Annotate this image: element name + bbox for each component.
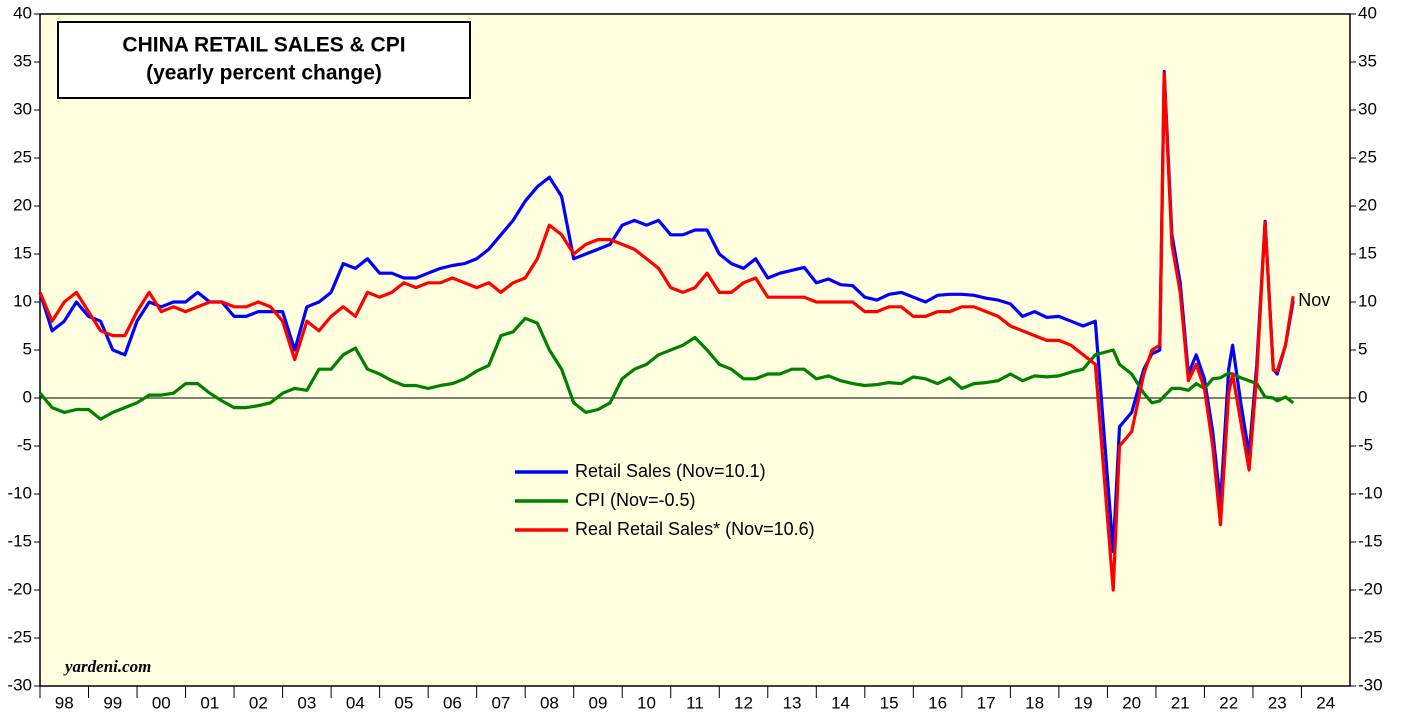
y-tick-label: -15 — [7, 531, 32, 550]
x-tick-label: 24 — [1316, 693, 1335, 712]
y2-tick-label: -5 — [1358, 435, 1373, 454]
y2-tick-label: 40 — [1358, 3, 1377, 22]
y2-tick-label: 20 — [1358, 195, 1377, 214]
x-tick-label: 17 — [977, 693, 996, 712]
x-tick-label: 02 — [249, 693, 268, 712]
y2-tick-label: 10 — [1358, 291, 1377, 310]
x-tick-label: 16 — [928, 693, 947, 712]
y2-tick-label: -10 — [1358, 483, 1383, 502]
y-tick-label: -30 — [7, 675, 32, 694]
x-tick-label: 07 — [491, 693, 510, 712]
y2-tick-label: 35 — [1358, 51, 1377, 70]
chart-subtitle: (yearly percent change) — [146, 62, 382, 85]
y2-tick-label: 30 — [1358, 99, 1377, 118]
x-tick-label: 19 — [1074, 693, 1093, 712]
y-tick-label: 15 — [13, 243, 32, 262]
y-tick-label: -5 — [17, 435, 32, 454]
x-tick-label: 23 — [1268, 693, 1287, 712]
series-line — [38, 71, 1295, 592]
y2-tick-label: 25 — [1358, 147, 1377, 166]
y2-tick-label: 5 — [1358, 339, 1367, 358]
y2-tick-label: -15 — [1358, 531, 1383, 550]
x-tick-label: 98 — [55, 693, 74, 712]
x-tick-label: 14 — [831, 693, 850, 712]
y2-tick-label: 15 — [1358, 243, 1377, 262]
legend-label: Real Retail Sales* (Nov=10.6) — [575, 519, 815, 539]
series-line — [38, 70, 1295, 554]
y-tick-label: -25 — [7, 627, 32, 646]
y2-tick-label: -30 — [1358, 675, 1383, 694]
x-tick-label: 21 — [1171, 693, 1190, 712]
y-tick-label: 25 — [13, 147, 32, 166]
y2-tick-label: -20 — [1358, 579, 1383, 598]
y2-tick-label: -25 — [1358, 627, 1383, 646]
x-tick-label: 00 — [152, 693, 171, 712]
y-tick-label: 40 — [13, 3, 32, 22]
plot-area — [39, 13, 1351, 687]
x-tick-label: 11 — [686, 693, 704, 712]
x-tick-label: 03 — [297, 693, 316, 712]
x-tick-label: 05 — [394, 693, 413, 712]
legend-label: Retail Sales (Nov=10.1) — [575, 461, 766, 481]
x-tick-label: 20 — [1122, 693, 1141, 712]
x-tick-label: 08 — [540, 693, 559, 712]
x-tick-label: 18 — [1025, 693, 1044, 712]
x-tick-label: 12 — [734, 693, 753, 712]
x-tick-label: 09 — [589, 693, 608, 712]
x-tick-label: 15 — [880, 693, 899, 712]
x-tick-label: 22 — [1219, 693, 1238, 712]
marks — [38, 70, 1350, 592]
x-tick-label: 13 — [783, 693, 802, 712]
legend-label: CPI (Nov=-0.5) — [575, 490, 696, 510]
x-tick-label: 01 — [200, 693, 219, 712]
x-tick-label: 04 — [346, 693, 365, 712]
x-tick-label: 06 — [443, 693, 462, 712]
y-tick-label: 30 — [13, 99, 32, 118]
source: yardeni.com — [63, 657, 151, 676]
annotation: Nov — [1298, 290, 1330, 310]
y-tick-label: 5 — [23, 339, 32, 358]
x-tick-label: 10 — [637, 693, 656, 712]
y-tick-label: 10 — [13, 291, 32, 310]
y-tick-label: 20 — [13, 195, 32, 214]
y-tick-label: 35 — [13, 51, 32, 70]
series-line — [38, 316, 1295, 421]
y-tick-label: 0 — [23, 387, 32, 406]
y2-tick-label: 0 — [1358, 387, 1367, 406]
y-tick-label: -20 — [7, 579, 32, 598]
x-tick-label: 99 — [103, 693, 122, 712]
chart-title: CHINA RETAIL SALES & CPI — [122, 34, 405, 57]
title-box — [57, 21, 471, 99]
y-tick-label: -10 — [7, 483, 32, 502]
